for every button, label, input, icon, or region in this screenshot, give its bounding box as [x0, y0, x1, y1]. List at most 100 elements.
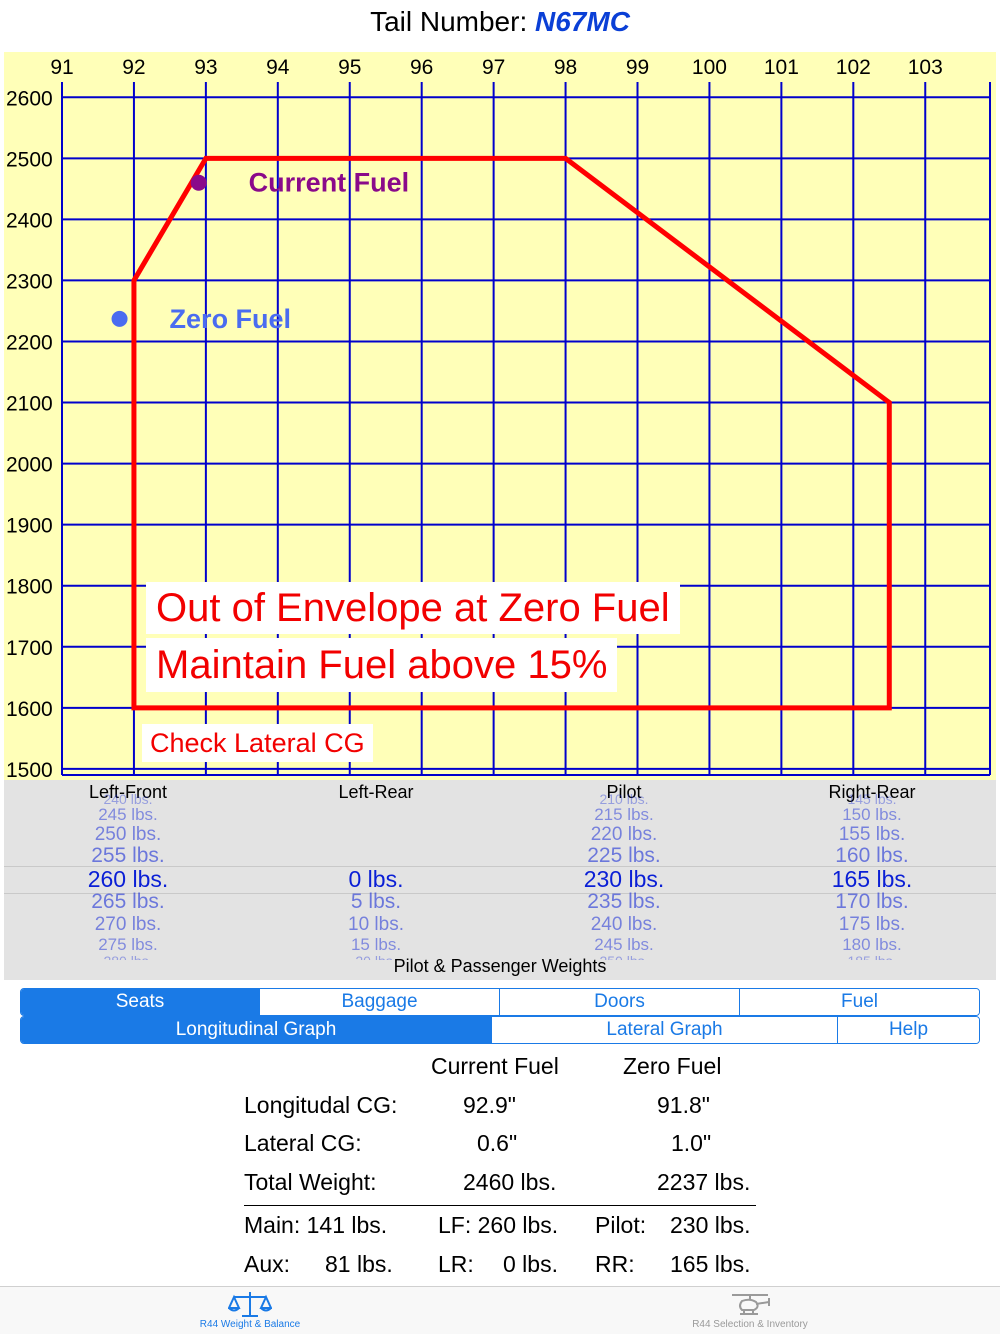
- picker-option[interactable]: 250 lbs.: [94, 823, 162, 845]
- tab-longitudinal-graph[interactable]: Longitudinal Graph: [21, 1017, 492, 1043]
- tab-help[interactable]: Help: [838, 1017, 979, 1043]
- picker-wheel[interactable]: 145 lbs. 150 lbs. 155 lbs. 160 lbs. 165 lbs.…: [772, 794, 972, 960]
- cg-point: [111, 310, 128, 327]
- weights-picker[interactable]: Left-Front 240 lbs. 245 lbs. 250 lbs. 255 lb…: [4, 780, 996, 980]
- picker-option[interactable]: 150 lbs.: [842, 804, 902, 824]
- lateral-current: 0.6": [477, 1130, 518, 1156]
- tab-seats[interactable]: Seats: [21, 989, 260, 1015]
- y-tick-label: 1500: [6, 759, 53, 780]
- picker-selection-band: [4, 866, 996, 894]
- fuel-aux-label: Aux:: [244, 1251, 291, 1277]
- tab-lateral-graph[interactable]: Lateral Graph: [492, 1017, 838, 1043]
- picker-column-header: Right-Rear: [828, 782, 916, 802]
- picker-option[interactable]: 160 lbs.: [835, 844, 909, 868]
- picker-option[interactable]: 265 lbs.: [91, 890, 165, 914]
- picker-option[interactable]: 20 lbs.: [276, 953, 476, 960]
- picker-option[interactable]: 245 lbs.: [594, 934, 654, 954]
- tab-bar: R44 Weight & Balance R44 Selection & Inv…: [0, 1286, 1000, 1334]
- picker-column-header: Pilot: [606, 782, 642, 802]
- x-tick-label: 103: [908, 56, 943, 79]
- x-tick-label: 101: [764, 56, 799, 79]
- picker-option[interactable]: 245 lbs.: [98, 804, 158, 824]
- row-label-lateral: Lateral CG:: [244, 1130, 362, 1156]
- x-tick-label: 95: [338, 56, 361, 79]
- warning-check-lateral: Check Lateral CG: [142, 724, 373, 762]
- picker-option[interactable]: 210 lbs.: [599, 794, 649, 807]
- y-tick-label: 1800: [6, 576, 53, 599]
- picker-caption: Pilot & Passenger Weights: [393, 956, 607, 976]
- picker-option[interactable]: 15 lbs.: [350, 934, 402, 954]
- picker-column-header: Left-Rear: [338, 782, 414, 802]
- picker-option[interactable]: 180 lbs.: [842, 934, 902, 954]
- picker-option[interactable]: 185 lbs.: [772, 953, 972, 960]
- picker-selected-value[interactable]: 230 lbs.: [583, 866, 665, 893]
- picker-selected-value[interactable]: 0 lbs.: [348, 866, 404, 893]
- warning-maintain-fuel: Maintain Fuel above 15%: [146, 638, 618, 692]
- header-zero-fuel: Zero Fuel: [623, 1053, 722, 1079]
- title-bar: Tail Number: N67MC: [0, 6, 1000, 38]
- view-segmented-control[interactable]: Longitudinal Graph Lateral Graph Help: [20, 1016, 980, 1044]
- tab-weight-balance[interactable]: R44 Weight & Balance: [150, 1287, 350, 1335]
- tab-selection-inventory[interactable]: R44 Selection & Inventory: [650, 1287, 850, 1335]
- picker-option[interactable]: 270 lbs.: [94, 913, 162, 935]
- picker-option[interactable]: 280 lbs.: [28, 953, 228, 960]
- tab-fuel[interactable]: Fuel: [740, 989, 979, 1015]
- picker-option[interactable]: 155 lbs.: [838, 823, 906, 845]
- lateral-zero: 1.0": [671, 1130, 712, 1156]
- seat-pilot-value: 230 lbs.: [670, 1212, 751, 1238]
- warning-out-of-envelope: Out of Envelope at Zero Fuel: [146, 582, 680, 634]
- picker-option[interactable]: 145 lbs.: [847, 794, 897, 807]
- summary-divider: [244, 1205, 756, 1206]
- picker-option[interactable]: 175 lbs.: [838, 913, 906, 935]
- x-tick-label: 91: [50, 56, 73, 79]
- tab-weight-balance-label: R44 Weight & Balance: [199, 1319, 301, 1330]
- x-tick-label: 100: [692, 56, 727, 79]
- longitudinal-zero: 91.8": [657, 1092, 710, 1118]
- x-tick-label: 93: [194, 56, 217, 79]
- seat-left-rear-value: 0 lbs.: [503, 1251, 558, 1277]
- x-tick-label: 97: [482, 56, 505, 79]
- picker-option[interactable]: 215 lbs.: [594, 804, 654, 824]
- row-label-longitudinal: Longitudal CG:: [244, 1092, 398, 1118]
- picker-option[interactable]: 170 lbs.: [835, 890, 909, 914]
- x-tick-label: 96: [410, 56, 433, 79]
- tab-baggage[interactable]: Baggage: [260, 989, 500, 1015]
- picker-option[interactable]: 240 lbs.: [103, 794, 153, 807]
- picker-option[interactable]: 250 lbs.: [524, 953, 724, 960]
- picker-option[interactable]: 255 lbs.: [91, 844, 165, 868]
- y-tick-label: 1700: [6, 637, 53, 660]
- picker-selected-value[interactable]: 260 lbs.: [87, 866, 169, 893]
- longitudinal-current: 92.9": [463, 1092, 516, 1118]
- picker-wheel[interactable]: 240 lbs. 245 lbs. 250 lbs. 255 lbs. 260 lbs.…: [28, 794, 228, 960]
- fuel-main: Main: 141 lbs.: [244, 1212, 388, 1238]
- picker-wheel[interactable]: 0 lbs.5 lbs.10 lbs.15 lbs.20 lbs.: [276, 794, 476, 960]
- picker-option[interactable]: 220 lbs.: [590, 823, 658, 845]
- picker-wheel[interactable]: 210 lbs. 215 lbs. 220 lbs. 225 lbs. 230 lbs.…: [524, 794, 724, 960]
- picker-selected-value[interactable]: 165 lbs.: [831, 866, 913, 893]
- longitudinal-cg-graph: 91 92 93 94 95 96 97 98 99 100 101 102 103 2600 2500 24…: [4, 52, 996, 780]
- seat-right-rear-label: RR:: [595, 1251, 635, 1277]
- picker-option[interactable]: 10 lbs.: [348, 913, 404, 935]
- seat-left-rear-label: LR:: [438, 1251, 474, 1277]
- section-segmented-control[interactable]: Seats Baggage Doors Fuel: [20, 988, 980, 1016]
- picker-option[interactable]: 275 lbs.: [98, 934, 158, 954]
- y-tick-label: 2600: [6, 87, 53, 110]
- x-tick-label: 102: [836, 56, 871, 79]
- cg-point-label: Zero Fuel: [170, 304, 292, 334]
- seat-right-rear-value: 165 lbs.: [670, 1251, 751, 1277]
- tail-number-value: N67MC: [535, 6, 630, 37]
- tab-doors[interactable]: Doors: [500, 989, 740, 1015]
- cg-envelope: [131, 155, 892, 711]
- picker-option[interactable]: 235 lbs.: [587, 890, 661, 914]
- tail-number-label: Tail Number:: [370, 6, 528, 37]
- y-tick-label: 1600: [6, 698, 53, 721]
- y-tick-label: 2100: [6, 393, 53, 416]
- y-tick-label: 1900: [6, 515, 53, 538]
- picker-option[interactable]: 240 lbs.: [590, 913, 658, 935]
- total-weight-current: 2460 lbs.: [463, 1169, 557, 1195]
- picker-option[interactable]: 5 lbs.: [350, 890, 402, 914]
- seat-left-front: LF: 260 lbs.: [438, 1212, 559, 1238]
- picker-option[interactable]: 225 lbs.: [587, 844, 661, 868]
- y-tick-label: 2300: [6, 270, 53, 293]
- picker-column-header: Left-Front: [88, 782, 168, 802]
